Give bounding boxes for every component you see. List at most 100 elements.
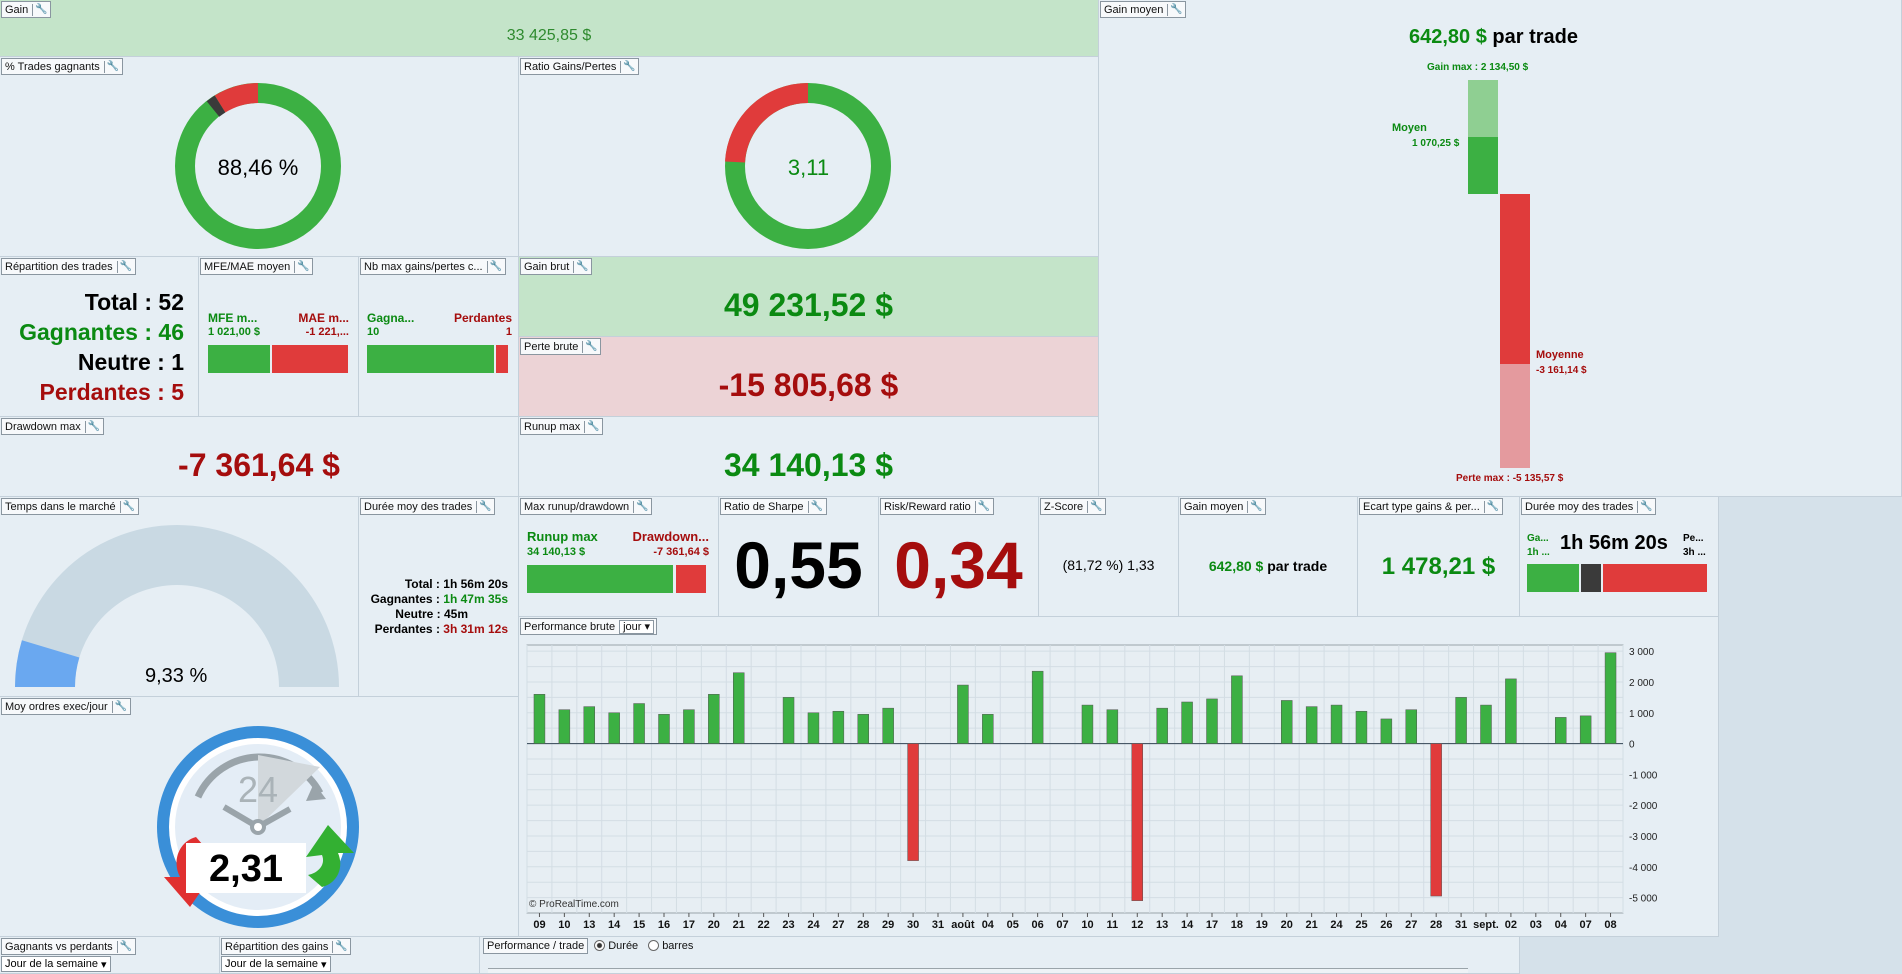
wrench-icon[interactable]: 🔧 — [573, 260, 589, 273]
gauge-track — [15, 525, 339, 687]
drawdown-max-panel: Drawdown max 🔧 -7 361,64 $ — [0, 417, 519, 497]
wrench-icon[interactable]: 🔧 — [1087, 500, 1103, 513]
panel-title[interactable]: Ecart type gains & per... 🔧 — [1359, 498, 1503, 515]
wrench-icon[interactable]: 🔧 — [1637, 500, 1653, 513]
panel-title[interactable]: Z-Score 🔧 — [1040, 498, 1107, 515]
gagnants-dropdown[interactable]: Jour de la semaine ▾ — [1, 956, 111, 972]
wrench-icon[interactable]: 🔧 — [84, 420, 100, 433]
y-tick-label: -2 000 — [1629, 801, 1658, 812]
x-tick-label: 17 — [1206, 919, 1218, 931]
x-tick-label: 16 — [658, 919, 670, 931]
wrench-icon[interactable]: 🔧 — [1483, 500, 1499, 513]
wrench-icon[interactable]: 🔧 — [294, 260, 310, 273]
dd-label: Drawdown... — [632, 529, 709, 544]
panel-title[interactable]: Gagnants vs perdants 🔧 — [1, 938, 136, 955]
gain-value: 33 425,85 $ — [506, 27, 592, 44]
repartition-dropdown[interactable]: Jour de la semaine ▾ — [221, 956, 331, 972]
panel-title[interactable]: Gain moyen 🔧 — [1180, 498, 1267, 515]
wrench-icon[interactable]: 🔧 — [1167, 3, 1183, 16]
ecart-type-value: 1 478,21 $ — [1381, 553, 1496, 580]
bar — [1505, 678, 1517, 744]
x-tick-label: 23 — [782, 919, 794, 931]
panel-title[interactable]: Gain brut 🔧 — [520, 258, 593, 275]
wrench-icon[interactable]: 🔧 — [582, 340, 598, 353]
panel-title[interactable]: Répartition des trades 🔧 — [1, 258, 136, 275]
sharpe-value: 0,55 — [734, 528, 863, 602]
gain-moyen-unit: par trade — [1492, 26, 1579, 48]
moyenne-value: -3 161,14 $ — [1536, 365, 1587, 376]
x-tick-label: 13 — [1156, 919, 1168, 931]
duree-moy-panel: Durée moy des trades 🔧 Total : 1h 56m 20s… — [359, 497, 519, 697]
radio-duree[interactable]: Durée — [594, 939, 638, 953]
wrench-icon[interactable]: 🔧 — [116, 260, 132, 273]
panel-title[interactable]: Ratio de Sharpe 🔧 — [720, 498, 827, 515]
period-dropdown[interactable]: jour ▾ — [619, 619, 655, 634]
bar — [982, 714, 994, 744]
wrench-icon[interactable]: 🔧 — [620, 60, 636, 73]
empty-right — [1719, 497, 1902, 937]
wrench-icon[interactable]: 🔧 — [32, 3, 48, 16]
x-tick-label: 08 — [1604, 919, 1616, 931]
duree-moy2-panel: Durée moy des trades 🔧 Ga... 1h ... 1h 56… — [1520, 497, 1719, 617]
x-tick-label: 05 — [1007, 919, 1019, 931]
panel-title[interactable]: Nb max gains/pertes c... 🔧 — [360, 258, 506, 275]
x-tick-label: 07 — [1580, 919, 1592, 931]
wrench-icon[interactable]: 🔧 — [633, 500, 649, 513]
panel-title[interactable]: % Trades gagnants 🔧 — [1, 58, 123, 75]
panel-title[interactable]: Performance / trade Durée barres — [480, 937, 696, 954]
panel-title[interactable]: Drawdown max 🔧 — [1, 418, 104, 435]
panel-title[interactable]: Gain moyen 🔧 — [1100, 1, 1187, 18]
wrench-icon[interactable]: 🔧 — [584, 420, 600, 433]
x-tick-label: 04 — [1555, 919, 1568, 931]
gain-max-label: Gain max : 2 134,50 $ — [1427, 62, 1529, 73]
gain-bar — [1468, 137, 1498, 194]
duree-list: Total : 1h 56m 20s Gagnantes : 1h 47m 35… — [371, 577, 508, 637]
panel-title[interactable]: Runup max 🔧 — [520, 418, 604, 435]
panel-title[interactable]: Durée moy des trades 🔧 — [360, 498, 496, 515]
panel-title[interactable]: Risk/Reward ratio 🔧 — [880, 498, 994, 515]
panel-title[interactable]: MFE/MAE moyen 🔧 — [200, 258, 314, 275]
wrench-icon[interactable]: 🔧 — [476, 500, 492, 513]
panel-title[interactable]: Max runup/drawdown 🔧 — [520, 498, 653, 515]
gain-moyen-header: 642,80 $ par trade — [1409, 26, 1578, 49]
wrench-icon[interactable]: 🔧 — [1247, 500, 1263, 513]
wrench-icon[interactable]: 🔧 — [119, 500, 135, 513]
wrench-icon[interactable]: 🔧 — [111, 700, 127, 713]
x-tick-label: 30 — [907, 919, 919, 931]
panel-title[interactable]: Gain 🔧 — [1, 1, 52, 18]
gain-moyen-small-value: 642,80 $ — [1208, 558, 1264, 574]
panel-title[interactable]: Moy ordres exec/jour 🔧 — [1, 698, 131, 715]
panel-title[interactable]: Durée moy des trades 🔧 — [1521, 498, 1657, 515]
x-tick-label: 04 — [982, 919, 995, 931]
ratio-gains-pertes-panel: Ratio Gains/Pertes 🔧 3,11 — [519, 57, 1099, 257]
radio-barres[interactable]: barres — [648, 939, 693, 953]
wrench-icon[interactable]: 🔧 — [332, 940, 348, 953]
panel-title[interactable]: Ratio Gains/Pertes 🔧 — [520, 58, 640, 75]
dd-bar — [676, 565, 706, 593]
panel-title[interactable]: Répartition des gains 🔧 — [221, 938, 352, 955]
panel-title[interactable]: Temps dans le marché 🔧 — [1, 498, 139, 515]
wrench-icon[interactable]: 🔧 — [974, 500, 990, 513]
bar — [807, 712, 820, 744]
runup-value: 34 140,13 $ — [527, 546, 586, 558]
runup-max-value: 34 140,13 $ — [723, 447, 894, 483]
wrench-icon[interactable]: 🔧 — [486, 260, 502, 273]
perf-trade-area — [488, 968, 1468, 973]
ratio-value: 3,11 — [787, 155, 830, 180]
runup-bar — [527, 565, 673, 593]
x-tick-label: 11 — [1107, 919, 1119, 931]
duree2-right-value: 3h ... — [1683, 547, 1706, 558]
x-tick-label: 15 — [633, 919, 645, 931]
wrench-icon[interactable]: 🔧 — [103, 60, 119, 73]
panel-title[interactable]: Performance brute jour ▾ — [520, 618, 658, 635]
perte-max-label: Perte max : -5 135,57 $ — [1456, 473, 1564, 484]
wrench-icon[interactable]: 🔧 — [807, 500, 823, 513]
perd-label: Perdantes — [453, 311, 512, 325]
bar — [1031, 670, 1044, 744]
panel-title[interactable]: Perte brute 🔧 — [520, 338, 602, 355]
y-tick-label: -1 000 — [1629, 770, 1658, 781]
wrench-icon[interactable]: 🔧 — [116, 940, 132, 953]
x-tick-label: 24 — [1330, 919, 1343, 931]
gain-brut-value: 49 231,52 $ — [723, 287, 894, 323]
perf-trade-panel: Performance / trade Durée barres — [480, 937, 1520, 974]
